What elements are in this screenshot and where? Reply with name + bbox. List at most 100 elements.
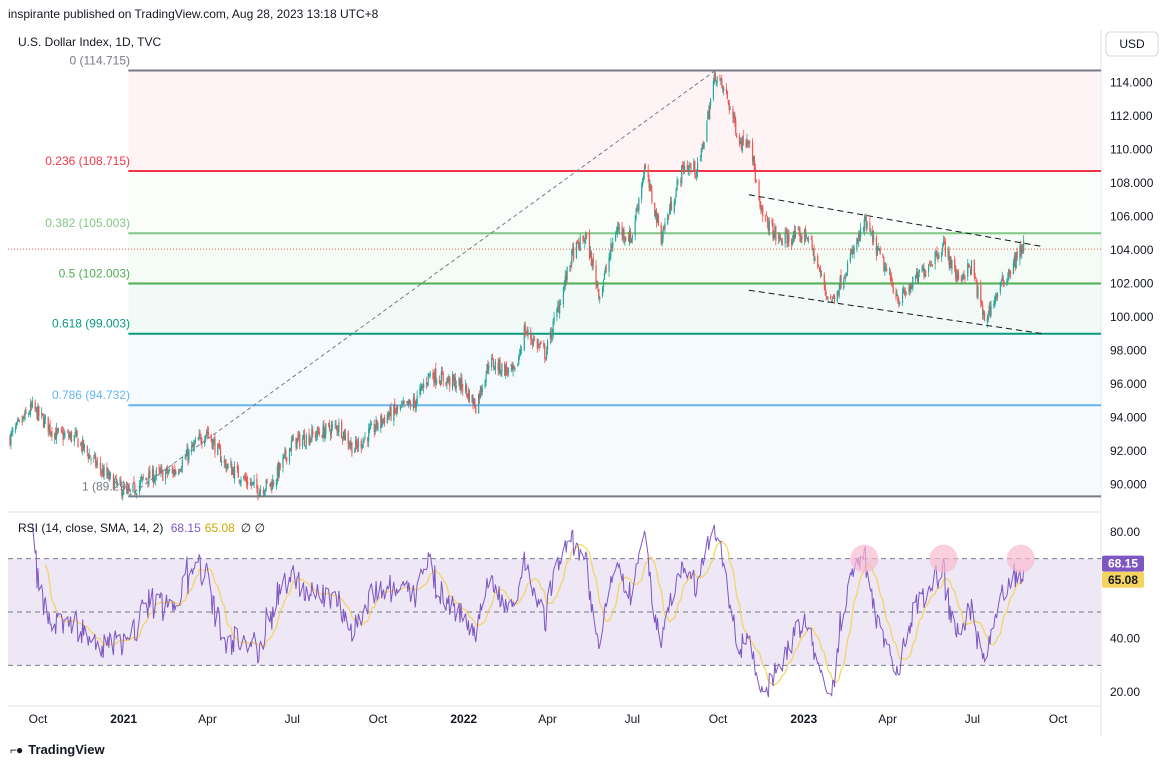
candle-body — [677, 179, 679, 181]
candle-body — [754, 168, 756, 183]
candle-body — [512, 365, 514, 371]
candle-body — [125, 486, 128, 491]
candle-body — [591, 259, 593, 268]
candle-body — [785, 232, 787, 234]
candle-body — [721, 78, 723, 86]
candle-body — [285, 449, 287, 458]
candle-body — [245, 477, 247, 480]
candle-body — [805, 229, 807, 238]
candle-body — [786, 232, 788, 244]
candle-body — [230, 463, 232, 465]
candle-body — [572, 247, 574, 251]
candle-body — [289, 448, 292, 452]
candle-body — [695, 174, 697, 176]
fib-label-0: 0 (114.715) — [70, 54, 131, 68]
candle-body — [573, 246, 575, 260]
candle-body — [396, 407, 398, 413]
candle-body — [1008, 269, 1010, 280]
candle-body — [133, 481, 135, 483]
candle-body — [982, 311, 985, 316]
candle-body — [403, 400, 405, 404]
candle-body — [911, 284, 913, 289]
candle-body — [179, 469, 182, 471]
candle-body — [226, 466, 228, 469]
candle-body — [862, 228, 865, 230]
candle-body — [1010, 271, 1012, 274]
candle-body — [961, 277, 963, 279]
candle-body — [381, 415, 383, 425]
candle-body — [950, 257, 952, 268]
candle-body — [86, 446, 88, 453]
candle-body — [367, 437, 369, 442]
candle-body — [886, 268, 888, 271]
candle-body — [726, 91, 728, 99]
candle-body — [980, 285, 982, 303]
candle-body — [827, 298, 829, 299]
candle-body — [321, 435, 323, 438]
candle-body — [499, 360, 501, 373]
candle-body — [636, 209, 638, 211]
candle-body — [729, 107, 731, 109]
candle-body — [720, 78, 722, 81]
candle-body — [805, 238, 808, 239]
candle-body — [138, 484, 141, 493]
candle-body — [296, 438, 298, 449]
candle-body — [791, 239, 794, 244]
candle-body — [510, 365, 512, 367]
candle-body — [449, 377, 451, 387]
candle-body — [759, 201, 761, 207]
candle-body — [349, 443, 351, 446]
candle-body — [154, 476, 156, 481]
candle-body — [107, 471, 109, 477]
candle-body — [603, 273, 605, 280]
candle-body — [194, 439, 197, 443]
candle-body — [375, 419, 377, 429]
candle-body — [669, 201, 672, 212]
candle-body — [884, 266, 886, 272]
candle-body — [941, 246, 944, 252]
candle-body — [264, 489, 266, 492]
candle-body — [206, 431, 209, 434]
candle-body — [775, 225, 777, 241]
candle-body — [389, 406, 391, 415]
candle-body — [220, 460, 223, 463]
time-tick-label: Oct — [1049, 712, 1068, 726]
candle-body — [928, 265, 930, 272]
candle-body — [227, 464, 229, 469]
time-tick-label: Jul — [625, 712, 640, 726]
candle-body — [420, 385, 422, 390]
candle-body — [178, 471, 181, 472]
candle-body — [832, 295, 835, 298]
candle-body — [878, 248, 880, 250]
candle-body — [225, 463, 227, 471]
candle-body — [752, 157, 755, 163]
candle-body — [942, 241, 945, 245]
candle-body — [819, 267, 821, 272]
rsi-legend-value: 68.15 — [171, 521, 201, 535]
candle-body — [31, 400, 33, 408]
candle-body — [199, 433, 201, 436]
candle-body — [394, 403, 396, 411]
price-tick-label: 90.000 — [1110, 478, 1147, 492]
candle-body — [272, 480, 274, 490]
currency-button[interactable] — [1105, 31, 1159, 57]
candle-body — [258, 495, 260, 497]
candle-body — [299, 434, 301, 447]
candle-body — [263, 492, 265, 496]
candle-body — [142, 477, 144, 479]
candle-body — [34, 401, 36, 410]
candle-body — [526, 332, 528, 334]
candle-body — [706, 120, 708, 142]
candle-body — [707, 111, 709, 120]
candle-body — [173, 470, 175, 476]
candle-body — [25, 409, 27, 414]
candle-body — [323, 424, 325, 438]
tradingview-brand[interactable]: ⌐● TradingView — [10, 742, 105, 757]
candle-body — [778, 235, 780, 239]
candle-body — [578, 244, 580, 251]
price-tick-label: 110.000 — [1110, 143, 1153, 157]
candle-body — [599, 297, 601, 299]
brand-name: TradingView — [28, 742, 105, 757]
candle-body — [556, 309, 558, 318]
